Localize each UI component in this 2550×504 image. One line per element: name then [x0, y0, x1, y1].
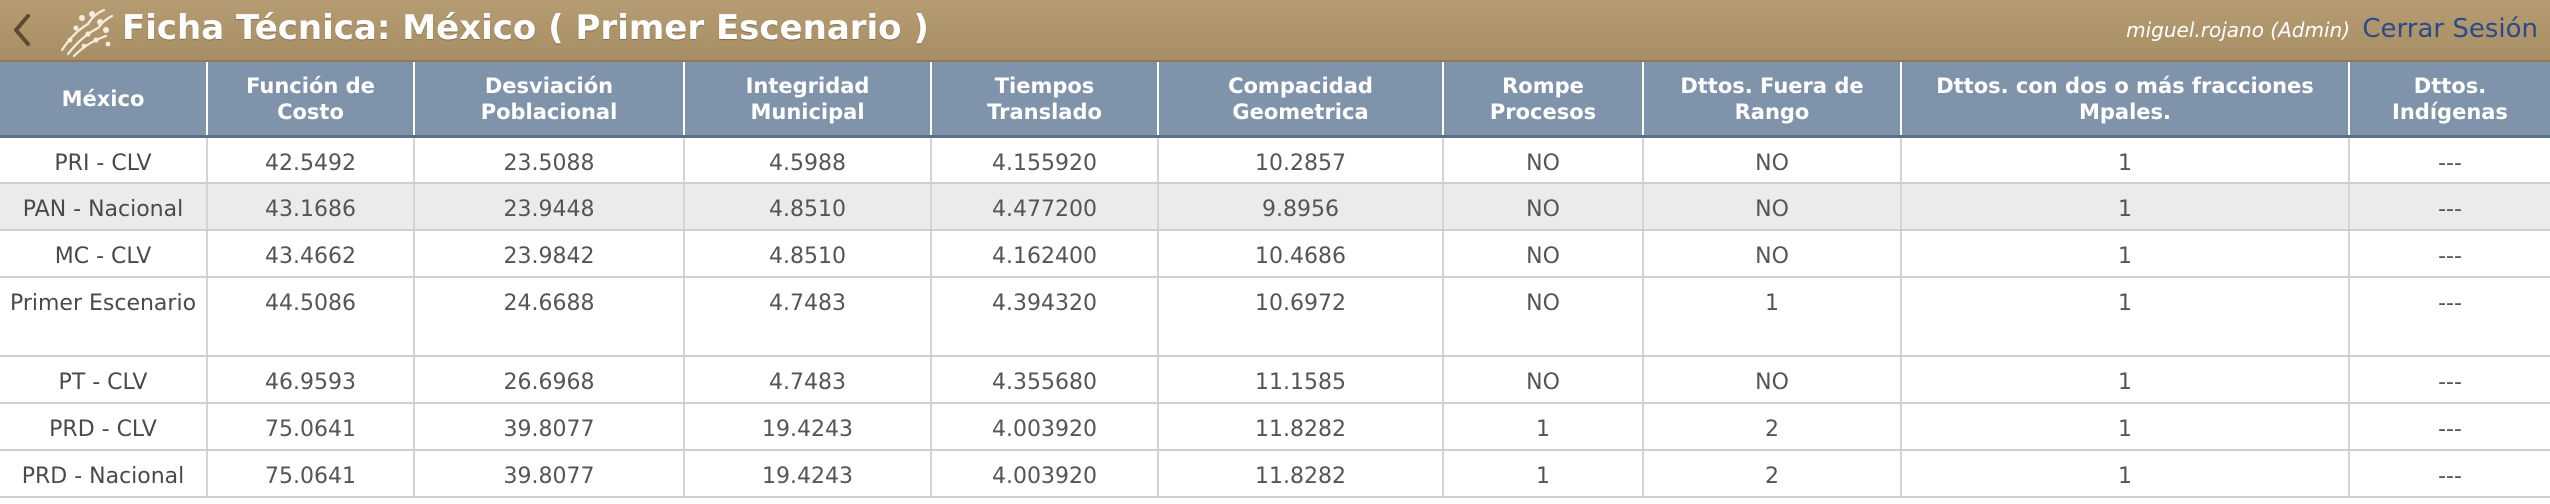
dttos-indigenas-cell: ---: [2349, 276, 2550, 357]
dttos-fracciones-cell: 1: [1901, 229, 2350, 278]
table-row[interactable]: PAN - Nacional 43.1686 23.9448 4.8510 4.…: [0, 182, 2550, 231]
compacidad-geometrica-cell: 10.2857: [1158, 136, 1444, 184]
dttos-indigenas-cell: ---: [2349, 182, 2550, 231]
dttos-fracciones-cell: 1: [1901, 276, 2350, 357]
chevron-left-icon[interactable]: [6, 10, 42, 50]
dttos-fracciones-cell: 1: [1901, 355, 2350, 404]
dttos-fuera-rango-cell: 2: [1643, 402, 1902, 451]
desviacion-poblacional-cell: 23.9842: [414, 229, 685, 278]
funcion-costo-cell: 43.1686: [207, 182, 415, 231]
column-header-compacidad-geometrica[interactable]: Compacidad Geometrica: [1158, 62, 1444, 138]
compacidad-geometrica-cell: 10.4686: [1158, 229, 1444, 278]
rompe-procesos-cell: NO: [1443, 182, 1644, 231]
desviacion-poblacional-cell: 24.6688: [414, 276, 685, 357]
scenario-name-cell: MC - CLV: [0, 229, 208, 278]
desviacion-poblacional-cell: 39.8077: [414, 402, 685, 451]
tiempos-translado-cell: 4.003920: [931, 402, 1159, 451]
dttos-fuera-rango-cell: NO: [1643, 182, 1902, 231]
technical-sheet-table: México Función de Costo Desviación Pobla…: [0, 62, 2550, 498]
rompe-procesos-cell: NO: [1443, 355, 1644, 404]
integridad-municipal-cell: 19.4243: [684, 449, 932, 498]
table-row[interactable]: PRI - CLV 42.5492 23.5088 4.5988 4.15592…: [0, 136, 2550, 184]
tiempos-translado-cell: 4.394320: [931, 276, 1159, 357]
desviacion-poblacional-cell: 23.9448: [414, 182, 685, 231]
compacidad-geometrica-cell: 11.8282: [1158, 449, 1444, 498]
rompe-procesos-cell: NO: [1443, 136, 1644, 184]
funcion-costo-cell: 42.5492: [207, 136, 415, 184]
desviacion-poblacional-cell: 23.5088: [414, 136, 685, 184]
dttos-indigenas-cell: ---: [2349, 402, 2550, 451]
tiempos-translado-cell: 4.162400: [931, 229, 1159, 278]
dttos-fuera-rango-cell: 2: [1643, 449, 1902, 498]
tiempos-translado-cell: 4.003920: [931, 449, 1159, 498]
compacidad-geometrica-cell: 9.8956: [1158, 182, 1444, 231]
column-header-tiempos-translado[interactable]: Tiempos Translado: [931, 62, 1159, 138]
funcion-costo-cell: 43.4662: [207, 229, 415, 278]
integridad-municipal-cell: 4.8510: [684, 182, 932, 231]
dttos-fuera-rango-cell: 1: [1643, 276, 1902, 357]
crest-logo-icon: [54, 2, 118, 60]
dttos-indigenas-cell: ---: [2349, 136, 2550, 184]
funcion-costo-cell: 75.0641: [207, 402, 415, 451]
funcion-costo-cell: 44.5086: [207, 276, 415, 357]
column-header-desviacion-poblacional[interactable]: Desviación Poblacional: [414, 62, 685, 138]
rompe-procesos-cell: 1: [1443, 449, 1644, 498]
column-header-mexico[interactable]: México: [0, 62, 208, 138]
dttos-indigenas-cell: ---: [2349, 449, 2550, 498]
integridad-municipal-cell: 4.8510: [684, 229, 932, 278]
funcion-costo-cell: 46.9593: [207, 355, 415, 404]
column-header-dttos-indigenas[interactable]: Dttos. Indígenas: [2349, 62, 2550, 138]
dttos-fuera-rango-cell: NO: [1643, 355, 1902, 404]
compacidad-geometrica-cell: 10.6972: [1158, 276, 1444, 357]
table-header-row: México Función de Costo Desviación Pobla…: [0, 62, 2550, 138]
tiempos-translado-cell: 4.477200: [931, 182, 1159, 231]
dttos-fracciones-cell: 1: [1901, 449, 2350, 498]
rompe-procesos-cell: 1: [1443, 402, 1644, 451]
integridad-municipal-cell: 4.7483: [684, 276, 932, 357]
table-row[interactable]: MC - CLV 43.4662 23.9842 4.8510 4.162400…: [0, 229, 2550, 278]
column-header-integridad-municipal[interactable]: Integridad Municipal: [684, 62, 932, 138]
scenario-name-cell: PRD - CLV: [0, 402, 208, 451]
table-row[interactable]: PT - CLV 46.9593 26.6968 4.7483 4.355680…: [0, 355, 2550, 404]
table-row[interactable]: Primer Escenario 44.5086 24.6688 4.7483 …: [0, 276, 2550, 357]
column-header-rompe-procesos[interactable]: Rompe Procesos: [1443, 62, 1644, 138]
dttos-indigenas-cell: ---: [2349, 229, 2550, 278]
dttos-fuera-rango-cell: NO: [1643, 136, 1902, 184]
dttos-fracciones-cell: 1: [1901, 136, 2350, 184]
tiempos-translado-cell: 4.155920: [931, 136, 1159, 184]
table-row[interactable]: PRD - CLV 75.0641 39.8077 19.4243 4.0039…: [0, 402, 2550, 451]
scenario-name-cell: PAN - Nacional: [0, 182, 208, 231]
dttos-fuera-rango-cell: NO: [1643, 229, 1902, 278]
column-header-dttos-fracciones[interactable]: Dttos. con dos o más fracciones Mpales.: [1901, 62, 2350, 138]
scenario-name-cell: Primer Escenario: [0, 276, 208, 357]
scenario-name-cell: PRI - CLV: [0, 136, 208, 184]
dttos-fracciones-cell: 1: [1901, 182, 2350, 231]
integridad-municipal-cell: 4.5988: [684, 136, 932, 184]
page-title: Ficha Técnica: México ( Primer Escenario…: [122, 8, 929, 48]
desviacion-poblacional-cell: 26.6968: [414, 355, 685, 404]
top-bar: Ficha Técnica: México ( Primer Escenario…: [0, 0, 2550, 62]
desviacion-poblacional-cell: 39.8077: [414, 449, 685, 498]
compacidad-geometrica-cell: 11.1585: [1158, 355, 1444, 404]
tiempos-translado-cell: 4.355680: [931, 355, 1159, 404]
compacidad-geometrica-cell: 11.8282: [1158, 402, 1444, 451]
integridad-municipal-cell: 4.7483: [684, 355, 932, 404]
column-header-funcion-costo[interactable]: Función de Costo: [207, 62, 415, 138]
dttos-indigenas-cell: ---: [2349, 355, 2550, 404]
column-header-dttos-fuera-rango[interactable]: Dttos. Fuera de Rango: [1643, 62, 1902, 138]
table-row[interactable]: PRD - Nacional 75.0641 39.8077 19.4243 4…: [0, 449, 2550, 498]
dttos-fracciones-cell: 1: [1901, 402, 2350, 451]
funcion-costo-cell: 75.0641: [207, 449, 415, 498]
rompe-procesos-cell: NO: [1443, 229, 1644, 278]
integridad-municipal-cell: 19.4243: [684, 402, 932, 451]
logout-link[interactable]: Cerrar Sesión: [2362, 14, 2538, 44]
user-name: miguel.rojano (Admin): [2126, 18, 2350, 42]
rompe-procesos-cell: NO: [1443, 276, 1644, 357]
scenario-name-cell: PT - CLV: [0, 355, 208, 404]
scenario-name-cell: PRD - Nacional: [0, 449, 208, 498]
